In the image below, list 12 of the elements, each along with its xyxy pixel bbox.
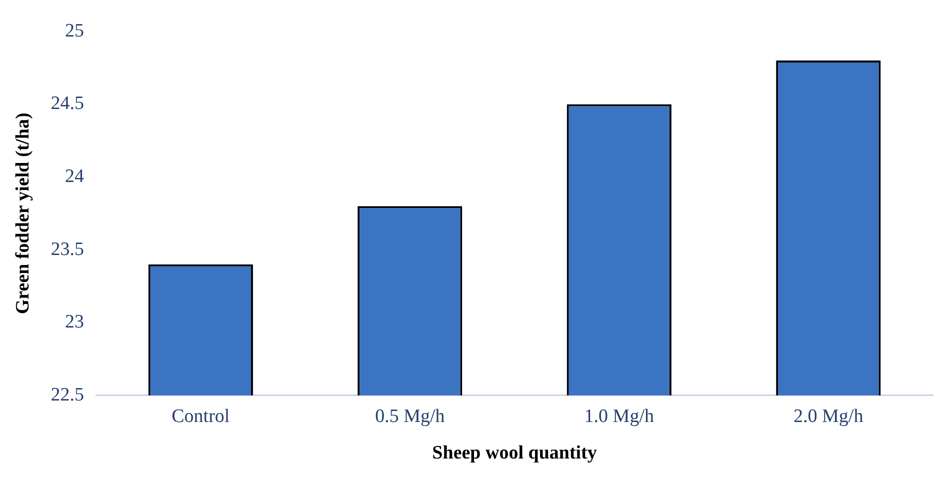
y-axis-title: Green fodder yield (t/ha) [12,112,34,314]
y-tick-label: 22.5 [50,384,84,406]
y-tick-label: 23 [65,312,84,333]
x-tick-label: Control [172,406,230,427]
x-tick-label: 0.5 Mg/h [375,406,446,427]
x-axis-title: Sheep wool quantity [432,442,598,464]
x-tick-label: 2.0 Mg/h [794,406,864,427]
y-tick-label: 24.5 [50,93,84,114]
x-tick-label: 1.0 Mg/h [584,406,654,427]
y-tick-label: 25 [65,20,84,42]
y-tick-label: 24 [65,166,85,187]
y-tick-label: 23.5 [50,238,84,260]
